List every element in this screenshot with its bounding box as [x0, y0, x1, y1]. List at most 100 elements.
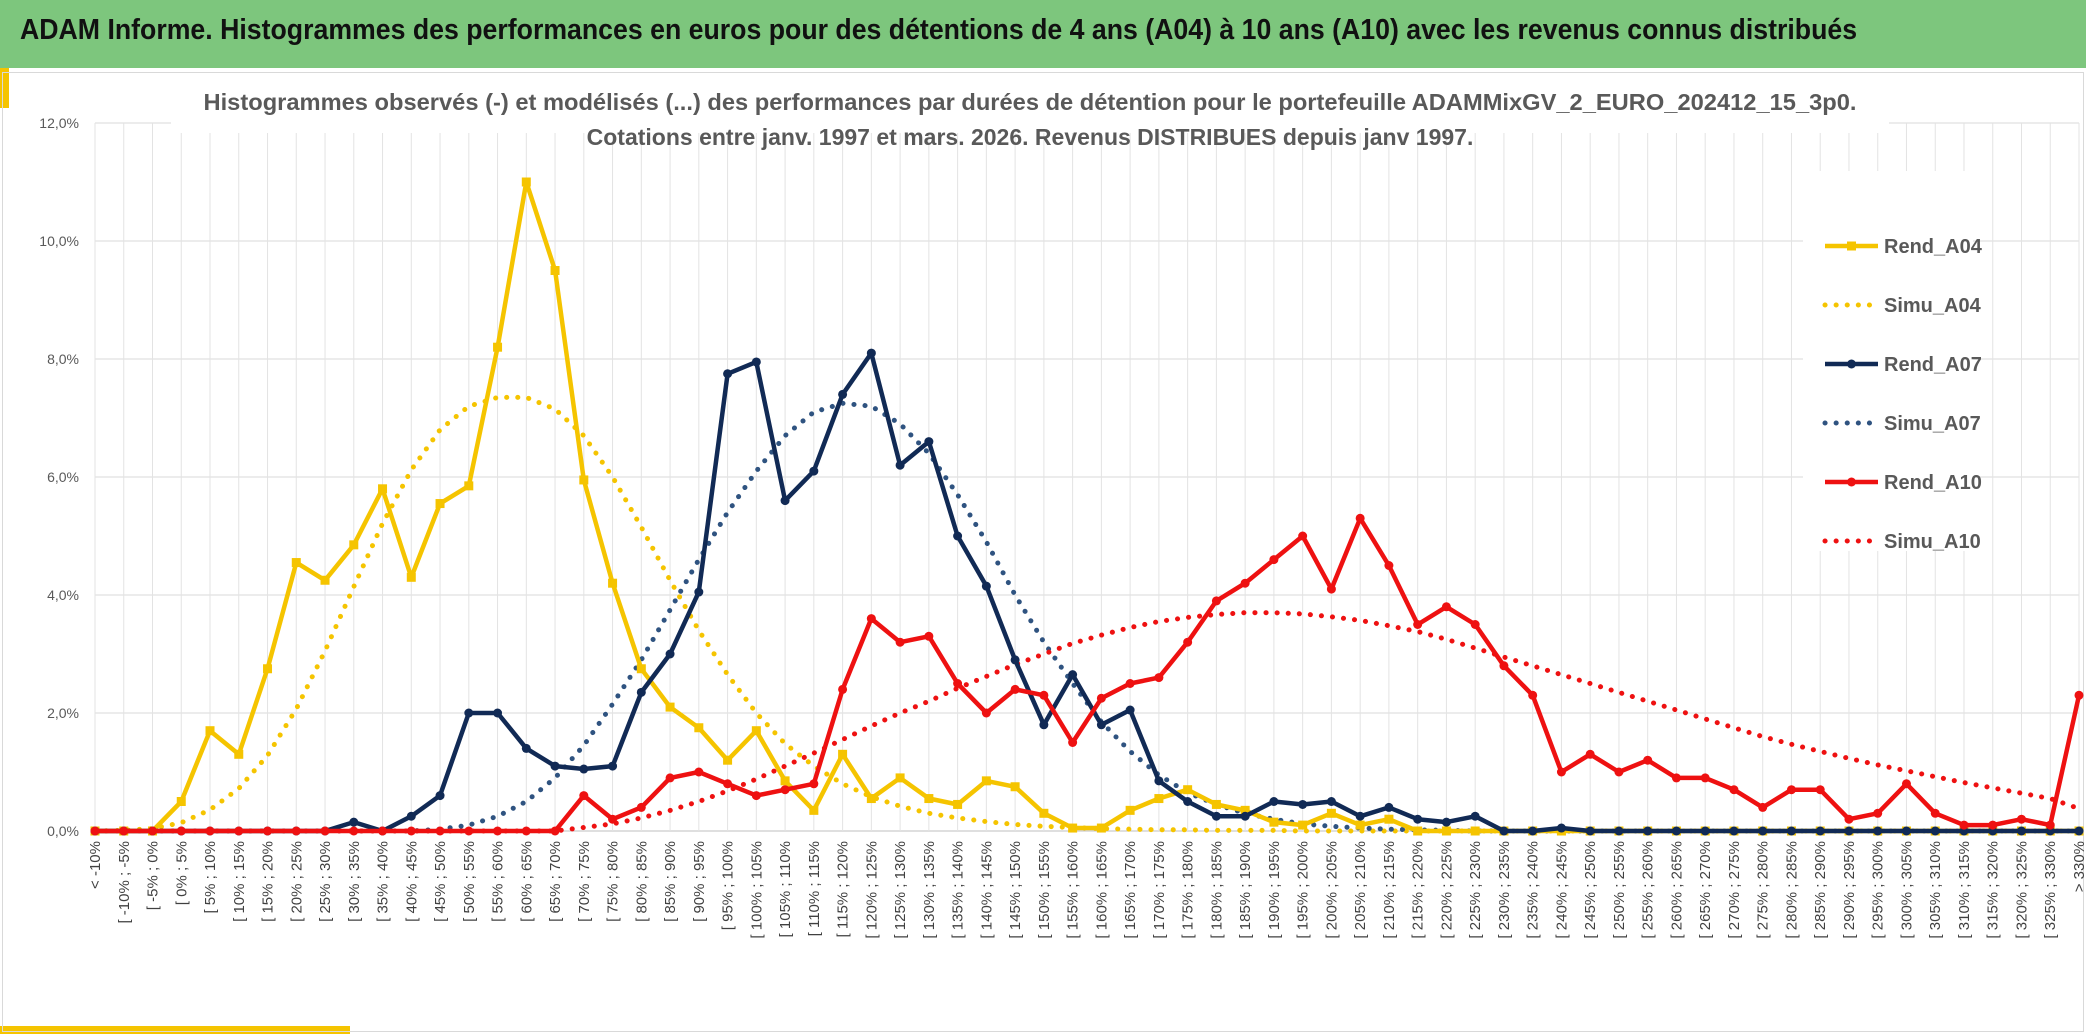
data-point-Rend_A07 [1585, 826, 1595, 836]
data-point-Rend_A10 [665, 773, 675, 783]
data-point-Rend_A04 [1470, 826, 1480, 836]
data-point-Rend_A04 [1068, 823, 1078, 833]
data-point-Rend_A07 [1096, 720, 1106, 730]
data-point-Rend_A07 [1269, 797, 1279, 806]
data-point-Rend_A10 [895, 637, 905, 647]
data-point-Rend_A04 [636, 664, 646, 674]
data-point-Rend_A10 [2074, 690, 2084, 700]
data-point-Rend_A10 [1959, 820, 1969, 830]
data-point-Rend_A10 [1499, 661, 1509, 671]
data-point-Rend_A04 [1441, 826, 1451, 836]
data-point-Rend_A04 [895, 773, 905, 783]
data-point-Rend_A07 [1930, 826, 1940, 836]
data-point-Rend_A10 [1269, 555, 1279, 565]
data-point-Rend_A04 [1413, 826, 1423, 836]
x-axis-ticks: < -10% [ -10% ; -5% [ -5% ; 0% [ 0% ; 5% [ 5… [87, 841, 2085, 939]
data-point-Rend_A07 [1873, 826, 1883, 836]
data-point-Rend_A07 [1211, 811, 1221, 821]
legend-label-Rend_A04: Rend_A04 [1884, 236, 1983, 258]
data-point-Rend_A10 [1298, 531, 1308, 541]
y-tick-label: 2,0% [47, 705, 79, 721]
x-tick-label: [ 250% ; 255% [1611, 841, 1628, 939]
data-point-Rend_A04 [809, 805, 819, 815]
data-point-Rend_A07 [1298, 799, 1308, 809]
data-point-Rend_A04 [1240, 805, 1250, 815]
data-point-Rend_A10 [751, 791, 761, 801]
data-point-Rend_A04 [291, 558, 301, 568]
data-point-Rend_A10 [1384, 561, 1394, 570]
data-point-Rend_A07 [1499, 826, 1509, 836]
data-point-Rend_A10 [349, 826, 359, 836]
data-point-Rend_A10 [1700, 773, 1710, 783]
data-point-Rend_A10 [148, 826, 158, 836]
data-point-Rend_A07 [1528, 826, 1538, 836]
x-tick-label: [ 95% ; 100% [720, 841, 737, 930]
data-point-Rend_A10 [723, 779, 733, 789]
data-point-Rend_A07 [953, 531, 963, 541]
data-point-Rend_A10 [1901, 779, 1911, 789]
data-point-Rend_A10 [1758, 802, 1768, 812]
data-point-Rend_A07 [809, 466, 819, 476]
data-point-Rend_A07 [550, 761, 560, 771]
data-point-Rend_A10 [1815, 785, 1825, 795]
data-point-Rend_A10 [1355, 513, 1365, 523]
x-tick-label: [ 15% ; 20% [260, 841, 277, 922]
data-point-Rend_A04 [866, 794, 876, 804]
data-point-Rend_A10 [2016, 814, 2026, 824]
data-point-Rend_A07 [1758, 826, 1768, 836]
x-tick-label: [ 325% ; 330% [2042, 841, 2059, 939]
data-point-Rend_A07 [780, 496, 790, 506]
data-point-Rend_A07 [981, 581, 991, 591]
data-point-Rend_A04 [924, 794, 934, 804]
legend-label-Rend_A07: Rend_A07 [1884, 354, 1982, 376]
data-point-Rend_A07 [1614, 826, 1624, 836]
data-point-Rend_A07 [1556, 823, 1566, 833]
data-point-Rend_A04 [579, 475, 589, 485]
data-point-Rend_A10 [406, 826, 416, 836]
x-tick-label: [ 105% ; 110% [777, 841, 794, 937]
data-point-Rend_A07 [1901, 826, 1911, 836]
data-point-Rend_A10 [1585, 749, 1595, 759]
data-point-Rend_A10 [1873, 808, 1883, 818]
data-point-Rend_A10 [1528, 690, 1538, 700]
data-point-Rend_A10 [320, 826, 330, 836]
data-point-Rend_A10 [866, 614, 876, 624]
data-point-Rend_A10 [435, 826, 445, 836]
x-tick-label: [ 25% ; 30% [317, 841, 334, 922]
legend-background [1803, 171, 1973, 551]
data-point-Rend_A10 [1413, 620, 1423, 629]
header-bar: ADAM Informe. Histogrammes des performan… [0, 0, 2086, 68]
data-point-Rend_A04 [205, 726, 215, 736]
data-point-Rend_A04 [1010, 782, 1020, 792]
x-tick-label: [ 190% ; 195% [1266, 841, 1283, 939]
data-point-Rend_A07 [1470, 811, 1480, 821]
data-point-Rend_A04 [1125, 805, 1135, 815]
data-point-Rend_A07 [1010, 655, 1020, 665]
x-tick-label: [ 245% ; 250% [1582, 841, 1599, 939]
data-point-Rend_A07 [1786, 826, 1796, 836]
data-point-Rend_A04 [953, 799, 963, 809]
y-axis-ticks: 0,0% 2,0% 4,0% 6,0% 8,0% 10,0% 12,0% [39, 115, 79, 839]
data-point-Rend_A10 [780, 785, 790, 795]
data-point-Rend_A04 [320, 575, 330, 585]
accent-bar-bottom [0, 1026, 350, 1034]
legend-label-Simu_A10: Simu_A10 [1884, 531, 1981, 553]
data-point-Rend_A10 [291, 826, 301, 836]
data-point-Rend_A07 [723, 369, 733, 379]
data-point-Rend_A07 [1125, 705, 1135, 715]
y-tick-label: 10,0% [39, 233, 79, 249]
page-title: ADAM Informe. Histogrammes des performan… [20, 14, 1858, 46]
data-point-Rend_A10 [1154, 673, 1164, 683]
data-point-Rend_A07 [694, 587, 704, 597]
data-point-Rend_A10 [1441, 602, 1451, 612]
data-point-Rend_A07 [2074, 826, 2084, 836]
data-point-Rend_A04 [1154, 794, 1164, 804]
y-tick-label: 0,0% [47, 823, 79, 839]
series-line-Rend_A07 [95, 350, 2079, 834]
data-point-Rend_A10 [90, 826, 100, 836]
data-point-Rend_A04 [263, 664, 273, 674]
data-point-Rend_A04 [406, 572, 416, 582]
data-point-Rend_A07 [1815, 826, 1825, 836]
data-point-Rend_A04 [780, 776, 790, 786]
x-tick-label: [ 165% ; 170% [1122, 841, 1139, 939]
